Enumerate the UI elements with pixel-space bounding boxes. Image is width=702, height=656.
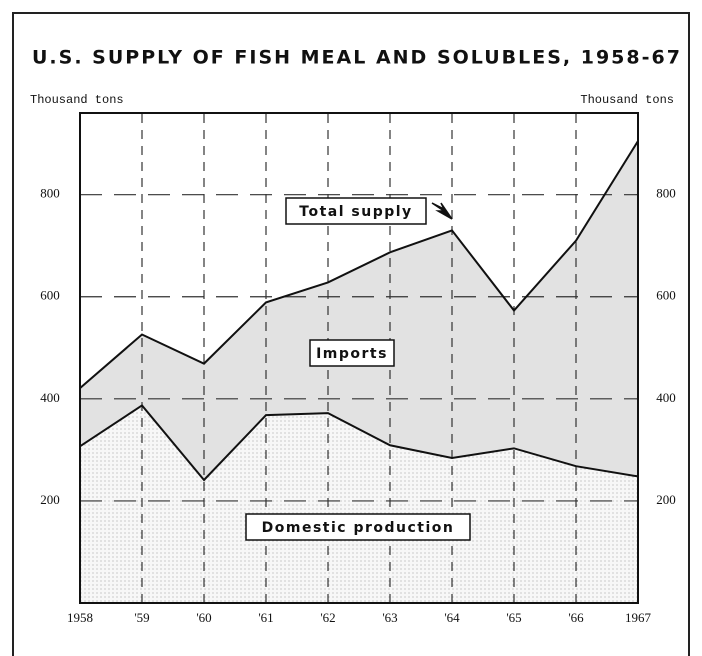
x-tick-label: '60 [196, 610, 211, 625]
annotation-box [285, 197, 427, 225]
annotation-arrow [431, 202, 453, 220]
y2-tick-label: 600 [656, 288, 676, 303]
x-tick-label: '59 [134, 610, 149, 625]
x-tick-label: '61 [258, 610, 273, 625]
x-tick-label: '62 [320, 610, 335, 625]
y2-tick-label: 200 [656, 492, 676, 507]
y-tick-label: 200 [40, 492, 60, 507]
chart-title: U.S. SUPPLY OF FISH MEAL AND SOLUBLES, 1… [32, 47, 682, 69]
series-line [79, 140, 639, 389]
y-tick-label: 800 [40, 186, 60, 201]
plot-frame [79, 112, 639, 604]
frame [12, 12, 690, 656]
series-label-box [245, 513, 471, 541]
series-label-box [309, 339, 395, 367]
y2-axis-label: Thousand tons [580, 93, 674, 107]
x-tick-label: '63 [382, 610, 397, 625]
series-label: Imports [316, 346, 388, 362]
y-tick-label: 600 [40, 288, 60, 303]
y2-tick-label: 800 [656, 186, 676, 201]
x-tick-label: '64 [444, 610, 460, 625]
y2-tick-label: 400 [656, 390, 676, 405]
annotation: Total supply [299, 204, 412, 220]
y-axis-label: Thousand tons [30, 93, 124, 107]
x-tick-label: 1967 [625, 610, 652, 625]
series-line [79, 404, 639, 482]
area [80, 405, 638, 603]
y-tick-label: 400 [40, 390, 60, 405]
area [80, 141, 638, 480]
x-tick-label: '66 [568, 610, 584, 625]
x-tick-label: 1958 [67, 610, 93, 625]
series-label: Domestic production [262, 520, 455, 536]
x-tick-label: '65 [506, 610, 521, 625]
